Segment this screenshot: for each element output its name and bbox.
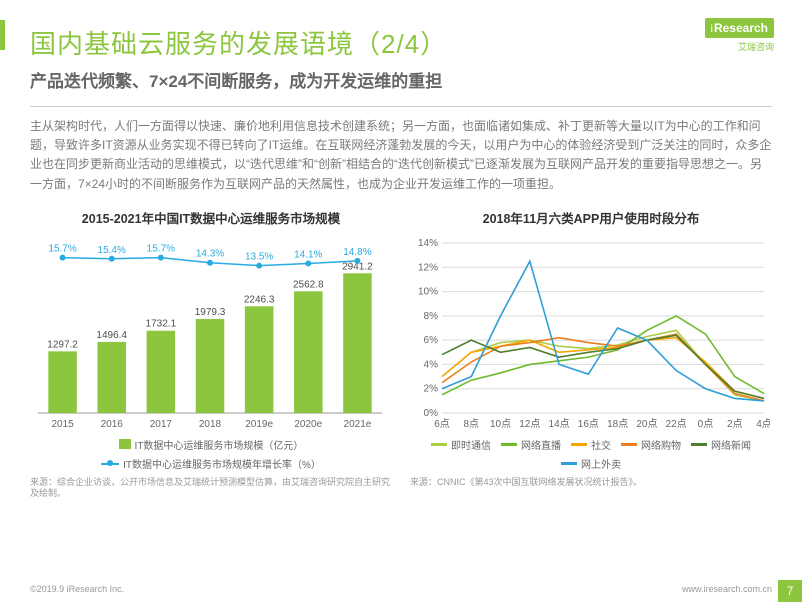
- svg-text:10%: 10%: [418, 286, 438, 297]
- logo-cn: 艾瑞咨询: [705, 40, 775, 53]
- svg-text:1496.4: 1496.4: [96, 330, 127, 341]
- svg-text:14%: 14%: [418, 238, 438, 249]
- chart-left-legend: IT数据中心运维服务市场规模（亿元） IT数据中心运维服务市场规模年增长率（%）: [30, 437, 392, 471]
- page-title: 国内基础云服务的发展语境（2/4）: [30, 24, 772, 61]
- svg-text:2562.8: 2562.8: [293, 279, 324, 290]
- chart-right-title: 2018年11月六类APP用户使用时段分布: [410, 208, 772, 227]
- footer-left: ©2019.9 iResearch Inc.: [30, 584, 124, 594]
- svg-text:14点: 14点: [549, 418, 570, 430]
- legend-item: 网络购物: [621, 437, 681, 452]
- page-number: 7: [778, 580, 802, 602]
- svg-text:13.5%: 13.5%: [245, 251, 273, 262]
- svg-text:0点: 0点: [698, 418, 714, 430]
- legend-item: IT数据中心运维服务市场规模（亿元）: [119, 437, 304, 452]
- svg-text:2%: 2%: [424, 383, 439, 394]
- svg-text:0%: 0%: [424, 408, 439, 419]
- svg-text:6点: 6点: [434, 418, 450, 430]
- footer-right: www.iresearch.com.cn: [682, 584, 772, 594]
- svg-text:2021e: 2021e: [344, 419, 372, 430]
- svg-text:20点: 20点: [636, 418, 657, 430]
- bar-line-chart: 1297.2 2015 1496.4 2016 1732.1 2017 1979.3 2018…: [30, 235, 390, 435]
- multi-line-chart: 0% 2% 4% 6% 8% 10% 12% 14% 6点 8点 10点 12点 14点 16点 18点 20…: [410, 235, 770, 435]
- legend-item: IT数据中心运维服务市场规模年增长率（%）: [101, 456, 321, 471]
- svg-text:2246.3: 2246.3: [244, 294, 275, 305]
- legend-item: 网上外卖: [561, 456, 621, 471]
- svg-text:2015: 2015: [51, 419, 74, 430]
- body-paragraph: 主从架构时代，人们一方面得以快速、廉价地利用信息技术创建系统；另一方面，也面临诸…: [30, 117, 772, 194]
- legend-item: 即时通信: [431, 437, 491, 452]
- svg-text:2点: 2点: [727, 418, 743, 430]
- svg-text:22点: 22点: [666, 418, 687, 430]
- legend-item: 网络新闻: [691, 437, 751, 452]
- svg-text:2020e: 2020e: [294, 419, 322, 430]
- svg-text:2018: 2018: [199, 419, 222, 430]
- report-page: iResearch 艾瑞咨询 国内基础云服务的发展语境（2/4） 产品迭代频繁、…: [0, 0, 802, 602]
- chart-right-source: 来源：CNNIC《第43次中国互联网络发展状况统计报告》。: [410, 477, 772, 489]
- svg-text:15.4%: 15.4%: [98, 245, 126, 256]
- divider: [30, 106, 772, 107]
- chart-right-legend: 即时通信网络直播社交网络购物网络新闻网上外卖: [410, 437, 772, 471]
- svg-text:8点: 8点: [463, 418, 479, 430]
- svg-text:12点: 12点: [519, 418, 540, 430]
- chart-right-col: 2018年11月六类APP用户使用时段分布 0% 2% 4% 6% 8% 10% 12% 14…: [410, 208, 772, 500]
- chart-left-source: 来源：综合企业访谈，公开市场信息及艾瑞统计预测模型估算，由艾瑞咨询研究院自主研究…: [30, 477, 392, 500]
- svg-text:1732.1: 1732.1: [146, 318, 177, 329]
- title-accent-bar: [0, 20, 5, 50]
- chart-left-col: 2015-2021年中国IT数据中心运维服务市场规模 1297.2 2015 149…: [30, 208, 392, 500]
- svg-text:8%: 8%: [424, 311, 439, 322]
- svg-text:14.3%: 14.3%: [196, 248, 224, 259]
- svg-text:14.8%: 14.8%: [343, 247, 371, 258]
- svg-text:6%: 6%: [424, 335, 439, 346]
- brand-logo: iResearch 艾瑞咨询: [705, 18, 775, 53]
- chart-left-title: 2015-2021年中国IT数据中心运维服务市场规模: [30, 208, 392, 227]
- svg-text:4%: 4%: [424, 359, 439, 370]
- svg-text:18点: 18点: [607, 418, 628, 430]
- page-footer: ©2019.9 iResearch Inc. www.iresearch.com…: [30, 584, 772, 594]
- svg-text:12%: 12%: [418, 262, 438, 273]
- logo-badge: iResearch: [705, 18, 775, 38]
- svg-text:14.1%: 14.1%: [294, 249, 322, 260]
- svg-text:10点: 10点: [490, 418, 511, 430]
- svg-text:2016: 2016: [101, 419, 124, 430]
- svg-text:2017: 2017: [150, 419, 173, 430]
- logo-en: Research: [714, 21, 768, 35]
- legend-item: 社交: [571, 437, 611, 452]
- svg-text:1297.2: 1297.2: [47, 339, 78, 350]
- svg-text:1979.3: 1979.3: [195, 307, 226, 318]
- svg-text:15.7%: 15.7%: [147, 243, 175, 254]
- svg-text:2019e: 2019e: [245, 419, 273, 430]
- charts-container: 2015-2021年中国IT数据中心运维服务市场规模 1297.2 2015 149…: [30, 208, 772, 500]
- svg-text:16点: 16点: [578, 418, 599, 430]
- svg-text:4点: 4点: [756, 418, 770, 430]
- svg-text:15.7%: 15.7%: [48, 243, 76, 254]
- legend-item: 网络直播: [501, 437, 561, 452]
- page-subtitle: 产品迭代频繁、7×24不间断服务，成为开发运维的重担: [30, 67, 772, 92]
